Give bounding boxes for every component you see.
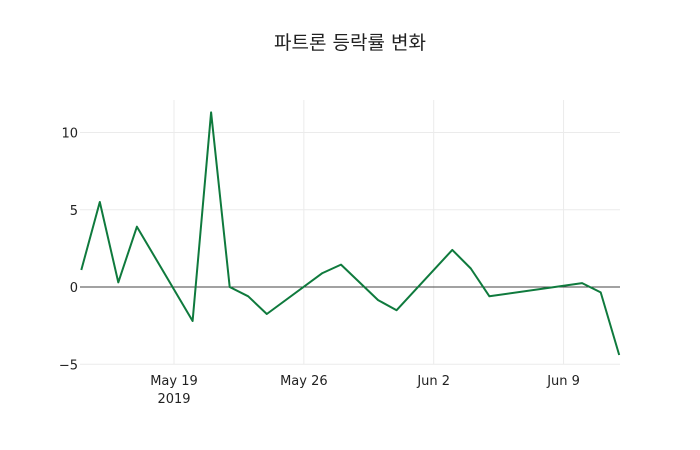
y-axis: 10 5 0 −5 [59,127,78,374]
chart-title: 파트론 등락률 변화 [274,32,426,54]
y-tick-label: 10 [61,127,78,142]
series-line [80,111,621,356]
x-axis: May 19 2019 May 26 Jun 2 Jun 9 [150,374,580,407]
grid [80,100,620,365]
x-tick-year-label: 2019 [157,392,190,407]
y-tick-label: 0 [70,281,78,296]
y-tick-label: 5 [70,204,78,219]
x-tick-label: May 19 [150,374,198,389]
x-tick-label: May 26 [280,374,328,389]
y-tick-label: −5 [59,358,78,373]
x-tick-label: Jun 9 [546,374,580,389]
x-tick-label: Jun 2 [416,374,450,389]
